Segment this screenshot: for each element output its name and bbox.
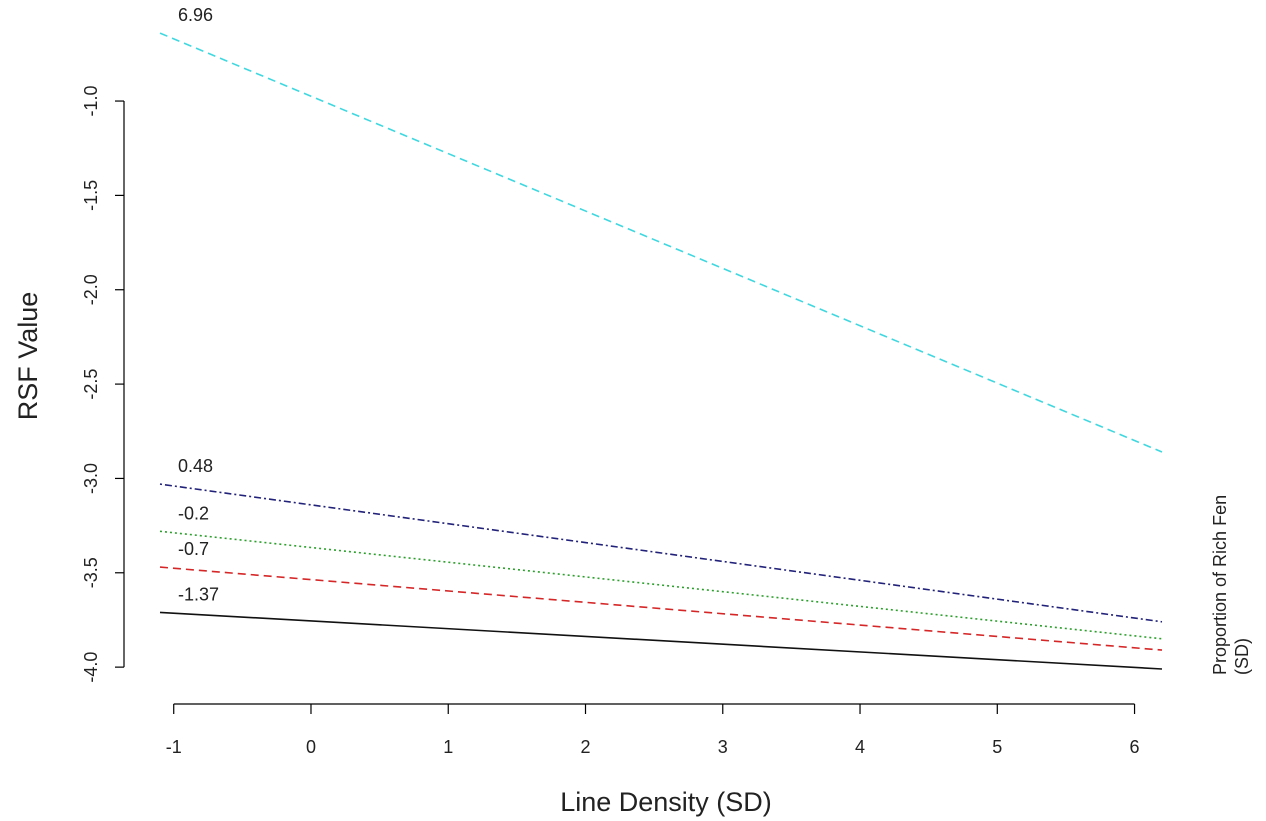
legend-title: Proportion of Rich Fen (SD) bbox=[1210, 495, 1252, 675]
y-tick-label: -4.0 bbox=[81, 652, 101, 683]
series-lines bbox=[159, 32, 1163, 670]
series-label: -0.2 bbox=[178, 503, 209, 523]
series-label: 6.96 bbox=[178, 5, 213, 25]
x-tick-label: 1 bbox=[443, 737, 453, 757]
y-axis: -1.0 -1.5 -2.0 -2.5 -3.0 -3.5 -4.0 bbox=[81, 86, 125, 683]
y-tick-label: -1.5 bbox=[81, 180, 101, 211]
series-line bbox=[159, 483, 1163, 623]
series-line bbox=[159, 611, 1163, 670]
y-tick-label: -3.5 bbox=[81, 557, 101, 588]
y-axis-title: RSF Value bbox=[13, 292, 43, 421]
series-label: -1.37 bbox=[178, 584, 219, 604]
y-tick-label: -3.0 bbox=[81, 463, 101, 494]
series-label: -0.7 bbox=[178, 539, 209, 559]
x-tick-label: 4 bbox=[855, 737, 865, 757]
y-tick-label: -2.0 bbox=[81, 274, 101, 305]
y-tick-label: -2.5 bbox=[81, 369, 101, 400]
x-tick-label: 6 bbox=[1130, 737, 1140, 757]
x-tick-label: 3 bbox=[718, 737, 728, 757]
series-line bbox=[159, 566, 1163, 651]
legend-title-line-1: Proportion of Rich Fen bbox=[1210, 495, 1230, 675]
x-tick-label: 0 bbox=[306, 737, 316, 757]
x-axis-title: Line Density (SD) bbox=[560, 787, 772, 817]
x-tick-label: 5 bbox=[992, 737, 1002, 757]
x-tick-label: -1 bbox=[166, 737, 182, 757]
x-axis: -1 0 1 2 3 4 5 6 bbox=[166, 703, 1140, 757]
y-tick-label: -1.0 bbox=[81, 86, 101, 117]
series-labels: 6.96 0.48 -0.2 -0.7 -1.37 bbox=[178, 5, 219, 604]
x-tick-label: 2 bbox=[580, 737, 590, 757]
series-label: 0.48 bbox=[178, 456, 213, 476]
legend-title-line-2: (SD) bbox=[1232, 638, 1252, 675]
